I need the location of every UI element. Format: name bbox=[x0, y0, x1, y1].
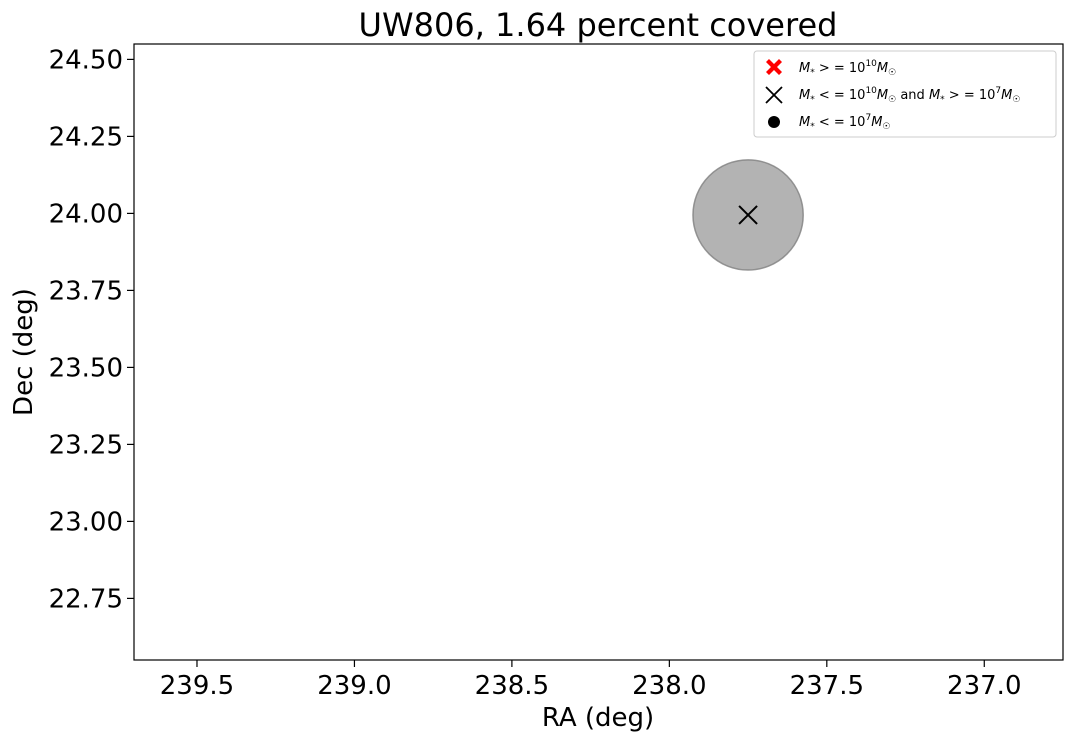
y-tick-label: 23.75 bbox=[49, 276, 123, 306]
y-tick-label: 23.50 bbox=[49, 353, 123, 383]
chart-title: UW806, 1.64 percent covered bbox=[359, 6, 838, 44]
legend-label-low-mass: M* < = 107M☉ bbox=[799, 113, 890, 132]
legend: M* > = 1010M☉ M* < = 1010M☉ and M* > = 1… bbox=[753, 50, 1057, 138]
x-tick-label: 237.5 bbox=[790, 671, 864, 701]
y-tick-label: 22.75 bbox=[49, 584, 123, 614]
x-tick-label: 238.0 bbox=[632, 671, 706, 701]
legend-marker-dot-icon bbox=[768, 116, 780, 128]
x-axis-label: RA (deg) bbox=[542, 703, 654, 733]
x-tick-label: 239.5 bbox=[160, 671, 234, 701]
y-axis: 22.75 23.00 23.25 23.50 23.75 24.00 24.25 24.50 bbox=[49, 45, 134, 614]
marker-stroke bbox=[738, 205, 758, 225]
legend-marker-x-icon bbox=[765, 86, 783, 104]
plot-area bbox=[692, 159, 804, 271]
y-tick-label: 24.50 bbox=[49, 45, 123, 75]
y-axis-label: Dec (deg) bbox=[9, 288, 39, 416]
x-tick-label: 237.0 bbox=[947, 671, 1021, 701]
y-tick-label: 23.25 bbox=[49, 430, 123, 460]
data-point-x-marker bbox=[738, 205, 758, 225]
y-tick-label: 23.00 bbox=[49, 507, 123, 537]
legend-box bbox=[753, 50, 1057, 138]
y-tick-label: 24.25 bbox=[49, 122, 123, 152]
legend-marker-filled-x-icon bbox=[766, 59, 782, 75]
x-tick-label: 238.5 bbox=[475, 671, 549, 701]
legend-label-mid-mass: M* < = 1010M☉ and M* > = 107M☉ bbox=[799, 86, 1020, 105]
axes-frame bbox=[133, 43, 1064, 661]
legend-label-high-mass: M* > = 1010M☉ bbox=[799, 59, 896, 78]
x-tick-label: 239.0 bbox=[317, 671, 391, 701]
y-tick-label: 24.00 bbox=[49, 199, 123, 229]
x-axis: 239.5 239.0 238.5 238.0 237.5 237.0 bbox=[160, 660, 1021, 701]
